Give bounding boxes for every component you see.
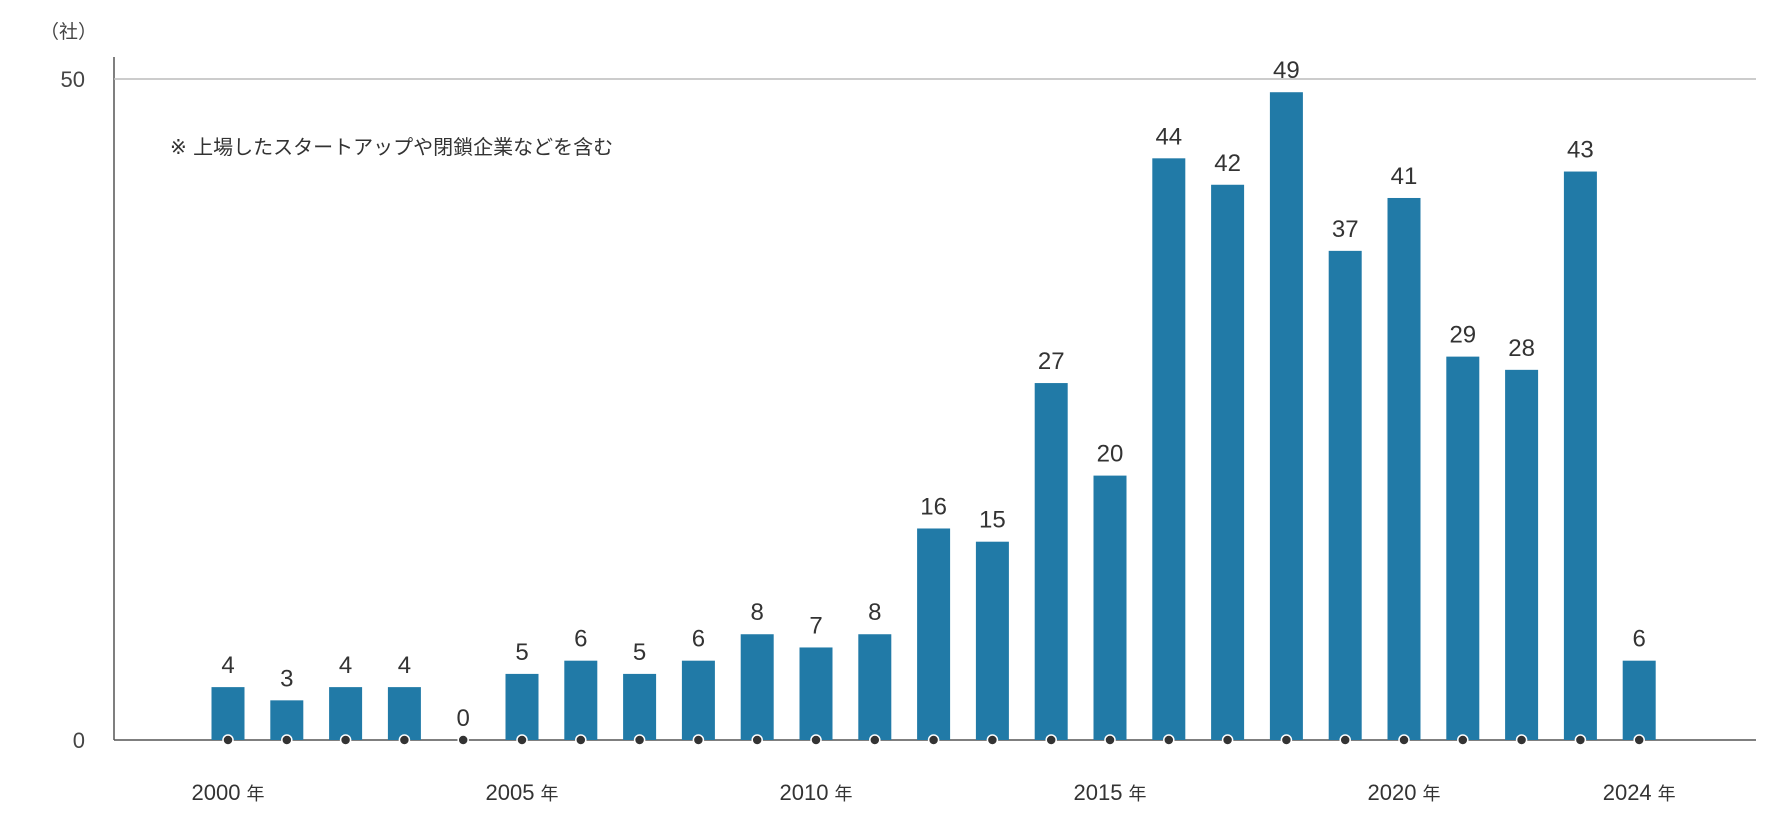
- bar-2005: [505, 673, 539, 740]
- baseline-marker-2004: [457, 734, 469, 746]
- y-axis-unit-label: （社）: [40, 21, 97, 43]
- x-tick-label-2000: 2000 年: [192, 780, 265, 805]
- value-label-2020: 41: [1391, 163, 1418, 190]
- value-label-2019: 37: [1332, 216, 1359, 243]
- value-label-2013: 15: [979, 507, 1006, 534]
- value-label-2010: 7: [809, 612, 822, 639]
- value-label-2002: 4: [339, 652, 352, 679]
- baseline-markers: [222, 734, 1645, 746]
- baseline-marker-2024: [1633, 734, 1645, 746]
- baseline-marker-2002: [339, 734, 352, 746]
- y-axis: 050: [61, 57, 1756, 753]
- x-tick-label-2015: 2015 年: [1074, 780, 1147, 805]
- baseline-marker-2016: [1163, 734, 1175, 746]
- baseline-marker-2020: [1398, 734, 1410, 746]
- value-label-2001: 3: [280, 665, 293, 692]
- bar-2003: [387, 687, 421, 740]
- baseline-marker-2006: [575, 734, 587, 746]
- value-label-2015: 20: [1097, 441, 1124, 468]
- value-label-2023: 43: [1567, 137, 1594, 164]
- bars: [211, 92, 1656, 741]
- value-label-2017: 42: [1214, 150, 1241, 177]
- baseline-marker-2023: [1574, 734, 1587, 746]
- bar-2011: [858, 634, 892, 740]
- bar-2024: [1622, 660, 1656, 740]
- baseline-marker-2015: [1104, 734, 1116, 746]
- baseline-marker-2005: [516, 734, 528, 746]
- baseline-marker-2011: [869, 734, 881, 746]
- baseline-marker-2010: [810, 734, 822, 746]
- bar-2021: [1446, 356, 1480, 740]
- bar-2006: [564, 660, 598, 740]
- chart-note: ※ 上場したスタートアップや閉鎖企業などを含む: [170, 135, 613, 159]
- value-label-2024: 6: [1633, 626, 1646, 653]
- bar-2020: [1387, 197, 1421, 741]
- baseline-marker-2000: [222, 734, 234, 746]
- value-label-2011: 8: [868, 599, 881, 626]
- value-label-2014: 27: [1038, 348, 1065, 375]
- value-label-2006: 6: [574, 626, 587, 653]
- y-tick-label: 0: [73, 728, 85, 753]
- value-label-2008: 6: [692, 626, 705, 653]
- baseline-marker-2003: [398, 734, 411, 746]
- bar-2012: [917, 528, 951, 740]
- baseline-marker-2018: [1280, 734, 1293, 746]
- value-label-2000: 4: [221, 652, 234, 679]
- baseline-marker-2013: [986, 734, 999, 746]
- bar-2007: [623, 673, 657, 740]
- value-label-2012: 16: [920, 493, 947, 520]
- bar-2015: [1093, 475, 1127, 740]
- y-tick-label: 50: [61, 67, 85, 92]
- value-label-2021: 29: [1449, 322, 1476, 349]
- baseline-marker-2012: [927, 734, 940, 746]
- value-label-2009: 8: [751, 599, 764, 626]
- bar-2001: [270, 700, 304, 740]
- bar-2000: [211, 687, 245, 740]
- value-label-2016: 44: [1155, 123, 1182, 150]
- value-label-2018: 49: [1273, 57, 1300, 84]
- x-tick-label-2020: 2020 年: [1368, 780, 1441, 805]
- baseline-marker-2001: [281, 734, 293, 746]
- baseline-marker-2021: [1457, 734, 1469, 746]
- bar-2016: [1152, 158, 1186, 740]
- baseline-marker-2022: [1515, 734, 1528, 746]
- baseline-marker-2017: [1221, 734, 1234, 746]
- bar-2018: [1269, 92, 1303, 741]
- baseline-marker-2008: [692, 734, 705, 746]
- bar-2013: [975, 541, 1009, 740]
- x-tick-label-2024: 2024 年: [1603, 780, 1676, 805]
- value-label-2022: 28: [1508, 335, 1535, 362]
- bar-2014: [1034, 383, 1068, 740]
- baseline-marker-2014: [1045, 734, 1057, 746]
- x-axis: 2000 年 2005 年 2010 年 2015 年 2020 年 2024 年: [192, 780, 1676, 805]
- baseline-marker-2019: [1339, 734, 1351, 746]
- bar-2017: [1211, 184, 1245, 740]
- bar-2002: [329, 687, 363, 740]
- bar-2023: [1563, 171, 1597, 741]
- bar-2009: [740, 634, 774, 740]
- x-tick-label-2010: 2010 年: [780, 780, 853, 805]
- value-label-2003: 4: [398, 652, 411, 679]
- bar-2022: [1505, 369, 1539, 740]
- bar-2010: [799, 647, 833, 740]
- baseline-marker-2009: [751, 734, 763, 746]
- value-label-2005: 5: [515, 639, 528, 666]
- x-tick-label-2005: 2005 年: [486, 780, 559, 805]
- bar-2019: [1328, 250, 1362, 741]
- baseline-marker-2007: [633, 734, 646, 746]
- value-label-2007: 5: [633, 639, 646, 666]
- bar-2008: [681, 660, 715, 740]
- value-label-2004: 0: [457, 705, 470, 732]
